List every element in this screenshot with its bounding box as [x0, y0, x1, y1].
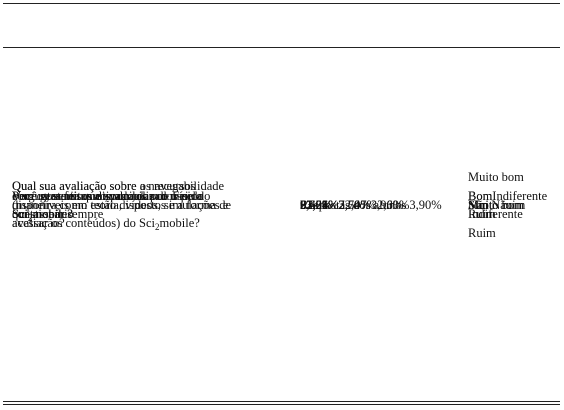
answer: 6,49%: [300, 197, 333, 212]
table-cell: 92,21%7,79%: [300, 0, 371, 410]
header-rule: [3, 47, 560, 48]
table-cell: 2,60%: [300, 0, 332, 410]
text-line: avaliação?: [12, 214, 228, 233]
answer: 2,60%: [300, 197, 333, 212]
table-cell: Perguntas feitas aos alunos por meio do q…: [12, 0, 210, 410]
table-cell: 53,25%: [300, 0, 339, 410]
table-row: Qual sua avaliação sobre a navegabilidad…: [0, 42, 564, 240]
text: Qual sua avaliação sobre a navegabilidad…: [12, 179, 225, 194]
answer-label: Muito bom: [468, 170, 524, 184]
text: contassem sempre: [12, 207, 104, 221]
answer: 53,25%: [300, 197, 339, 212]
text-line: Sci2mobile?: [12, 205, 202, 224]
text-line: Sci2mobile?: [12, 205, 204, 224]
table-cell: 6,49%: [300, 0, 332, 410]
text: mobile?: [159, 216, 200, 231]
answer-label: Bom: [468, 188, 493, 203]
bottom-rule: [3, 404, 560, 405]
text: avaliação?: [12, 216, 65, 231]
text: mobile?: [32, 207, 73, 221]
text-line: contassem sempre: [12, 205, 202, 224]
answer: 37,66%2,60%3,90%: [300, 197, 404, 212]
table-row: Qual sua avaliação sobre os recursos disp…: [0, 152, 564, 230]
text: disponíveis em teoria, vídeos, simulaçõe…: [12, 197, 229, 212]
table-cell: Muito ruim: [468, 0, 525, 410]
text: Qual sua avaliação sobre os recursos: [12, 179, 196, 194]
text-line: Você se sentiu motivado com o uso do: [12, 187, 204, 206]
table-row: Você se sentiu motivado com o uso do Sci2…: [0, 189, 564, 295]
table-cell: 37,66%2,60%3,90%: [300, 0, 403, 410]
text-line: com os recursos disponibilizados pelo: [12, 187, 202, 206]
text-line: Qual sua avaliação sobre a navegabilidad…: [12, 177, 231, 196]
table-cell: com os recursos disponibilizados pelo Sci…: [12, 0, 202, 410]
table-cell: 61,04%32,47%2,60%3,90%: [300, 0, 442, 410]
table-row: 2,60% Muito ruim: [0, 198, 564, 245]
table-cell: Não: [468, 0, 489, 410]
answer: 92,21%7,79%: [300, 197, 371, 212]
table-cell: 93,51%: [300, 0, 339, 410]
text-line: Qual sua avaliação sobre os recursos: [12, 177, 228, 196]
header-text: Perguntas feitas aos alunos por meio do: [12, 188, 211, 203]
subscript: 2: [27, 213, 33, 223]
text: Você se sentiu motivado com o uso do: [12, 188, 204, 203]
text: acessar os conteúdos) do Sci: [12, 216, 156, 231]
text-line: disponíveis em teoria, vídeos, simulaçõe…: [12, 196, 228, 215]
bottom-rule: [3, 401, 560, 402]
answer-label: Muito bom: [468, 197, 524, 212]
table-cell: Respostas dos alunos: [300, 0, 406, 410]
answer-label: Indiferente: [468, 207, 523, 221]
table-row: 53,25% Muito bom: [0, 130, 564, 212]
answer-label: Ruim: [468, 225, 496, 240]
table-row: Perguntas feitas aos alunos por meio do q…: [0, 0, 564, 222]
table-cell: Você se sentiu motivado com o uso do Sci2…: [12, 0, 204, 410]
header-text: questionário: [12, 207, 74, 221]
answer-label: Muito ruim: [468, 197, 526, 212]
text-line: Você gostaria que suas aulas de Física: [12, 187, 202, 206]
text: Sci: [12, 207, 28, 221]
header-text: Respostas dos alunos: [300, 197, 407, 212]
answer-label: BomIndiferente: [468, 188, 548, 203]
answer: 61,04%32,47%2,60%3,90%: [300, 197, 442, 212]
table-cell: Você gostaria que suas aulas de Física co…: [12, 0, 202, 410]
answer-label: Não: [468, 197, 489, 212]
text: Sci: [12, 207, 28, 221]
answer: 93,51%: [300, 197, 339, 212]
table-cell: Muito bom Bom Indiferente Ruim: [468, 0, 524, 410]
table-cell: Qual sua avaliação sobre a navegabilidad…: [12, 0, 231, 410]
table-cell: Muito bom: [468, 0, 524, 410]
subscript: 2: [155, 222, 160, 233]
table-cell: BomIndiferente Ruim: [468, 0, 547, 410]
table-cell: Sim: [468, 0, 488, 410]
text: Você gostaria que suas aulas de Física: [12, 188, 202, 203]
table-row: Você gostaria que suas aulas de Física co…: [0, 189, 564, 345]
answer-label: Sim Não: [468, 197, 513, 212]
text: mobile?: [32, 207, 73, 221]
table-cell: Sim Não: [468, 0, 512, 410]
table-row: com os recursos disponibilizados pelo Sci…: [0, 189, 564, 390]
table-cell: Qual sua avaliação sobre os recursos disp…: [12, 0, 228, 410]
text: com os recursos disponibilizados pelo: [12, 188, 203, 203]
answer-label: Sim: [468, 197, 489, 212]
text: (maneira como estão dispostos e a forma …: [12, 197, 232, 212]
subscript: 2: [27, 213, 33, 223]
answer-label: Ruim: [468, 207, 496, 221]
top-rule: [3, 3, 560, 4]
text-line: (maneira como estão dispostos e a forma …: [12, 196, 231, 215]
text-line: acessar os conteúdos) do Sci2mobile?: [12, 214, 231, 233]
